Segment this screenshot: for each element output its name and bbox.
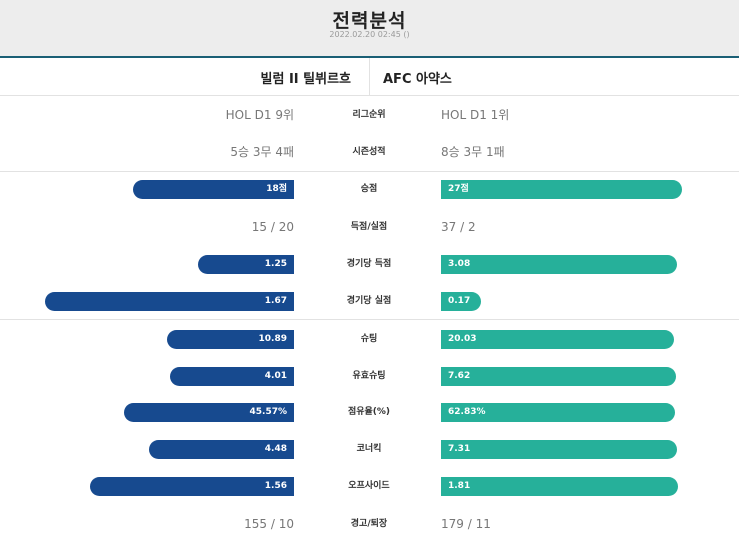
home-stat-bar: 1.56 (90, 477, 294, 496)
match-datetime: 2022.02.20 02:45 () (329, 30, 410, 39)
stat-label: 코너킥 (356, 444, 382, 454)
away-stat-value: 37 / 2 (441, 220, 476, 234)
stat-label: 오프사이드 (348, 481, 390, 491)
team-header: 빌럼 II 틸뷔르흐 AFC 아약스 (0, 58, 739, 96)
stat-row: 슈팅 10.89 20.03 (0, 326, 739, 352)
stat-row: 승점 18점 27점 (0, 176, 739, 202)
home-stat-value: 155 / 10 (244, 517, 294, 531)
header-accent-line (0, 56, 739, 58)
away-stat-bar: 7.31 (441, 440, 677, 459)
home-stat-value: HOL D1 9위 (225, 108, 294, 122)
stat-row: 경기당 득점 1.25 3.08 (0, 251, 739, 277)
section-divider (0, 319, 739, 320)
away-stat-bar: 0.17 (441, 292, 481, 311)
stat-row: 경고/퇴장 155 / 10 179 / 11 (0, 511, 739, 537)
home-stat-value: 15 / 20 (251, 220, 294, 234)
page-title: 전력분석 (332, 10, 407, 32)
home-stat-bar: 18점 (133, 180, 294, 199)
team-divider (369, 58, 370, 95)
section-divider (0, 171, 739, 172)
away-stat-bar: 27점 (441, 180, 682, 199)
stat-label: 승점 (360, 184, 378, 194)
page-header: 전력분석 2022.02.20 02:45 () (0, 0, 739, 56)
stat-label: 득점/실점 (350, 222, 388, 232)
stat-row: 경기당 실점 1.67 0.17 (0, 288, 739, 314)
home-stat-bar: 45.57% (124, 403, 294, 422)
stat-row: 득점/실점 15 / 20 37 / 2 (0, 214, 739, 240)
stat-label: 점유율(%) (347, 407, 391, 417)
stat-label: 리그순위 (352, 110, 386, 120)
home-team-name: 빌럼 II 틸뷔르흐 (260, 72, 352, 87)
stat-row: 점유율(%) 45.57% 62.83% (0, 399, 739, 425)
stat-row: 코너킥 4.48 7.31 (0, 436, 739, 462)
away-stat-bar: 3.08 (441, 255, 677, 274)
stat-row: 유효슈팅 4.01 7.62 (0, 363, 739, 389)
stat-label: 경고/퇴장 (350, 519, 388, 529)
away-stat-value: HOL D1 1위 (441, 108, 510, 122)
home-stat-bar: 4.01 (170, 367, 294, 386)
away-stat-bar: 62.83% (441, 403, 675, 422)
away-stat-bar: 7.62 (441, 367, 676, 386)
stat-label: 슈팅 (360, 334, 378, 344)
stat-label: 경기당 실점 (346, 296, 392, 306)
home-stat-bar: 1.67 (45, 292, 294, 311)
away-stat-value: 179 / 11 (441, 517, 491, 531)
stat-label: 유효슈팅 (352, 371, 386, 381)
away-team-name: AFC 아약스 (383, 72, 452, 87)
home-stat-bar: 10.89 (167, 330, 294, 349)
stat-row: 리그순위 HOL D1 9위 HOL D1 1위 (0, 102, 739, 128)
stat-row: 시즌성적 5승 3무 4패 8승 3무 1패 (0, 139, 739, 165)
home-stat-value: 5승 3무 4패 (230, 145, 294, 159)
stat-label: 시즌성적 (352, 147, 386, 157)
home-stat-bar: 1.25 (198, 255, 294, 274)
stat-label: 경기당 득점 (346, 259, 392, 269)
stat-row: 오프사이드 1.56 1.81 (0, 473, 739, 499)
away-stat-value: 8승 3무 1패 (441, 145, 505, 159)
away-stat-bar: 20.03 (441, 330, 674, 349)
home-stat-bar: 4.48 (149, 440, 294, 459)
away-stat-bar: 1.81 (441, 477, 678, 496)
